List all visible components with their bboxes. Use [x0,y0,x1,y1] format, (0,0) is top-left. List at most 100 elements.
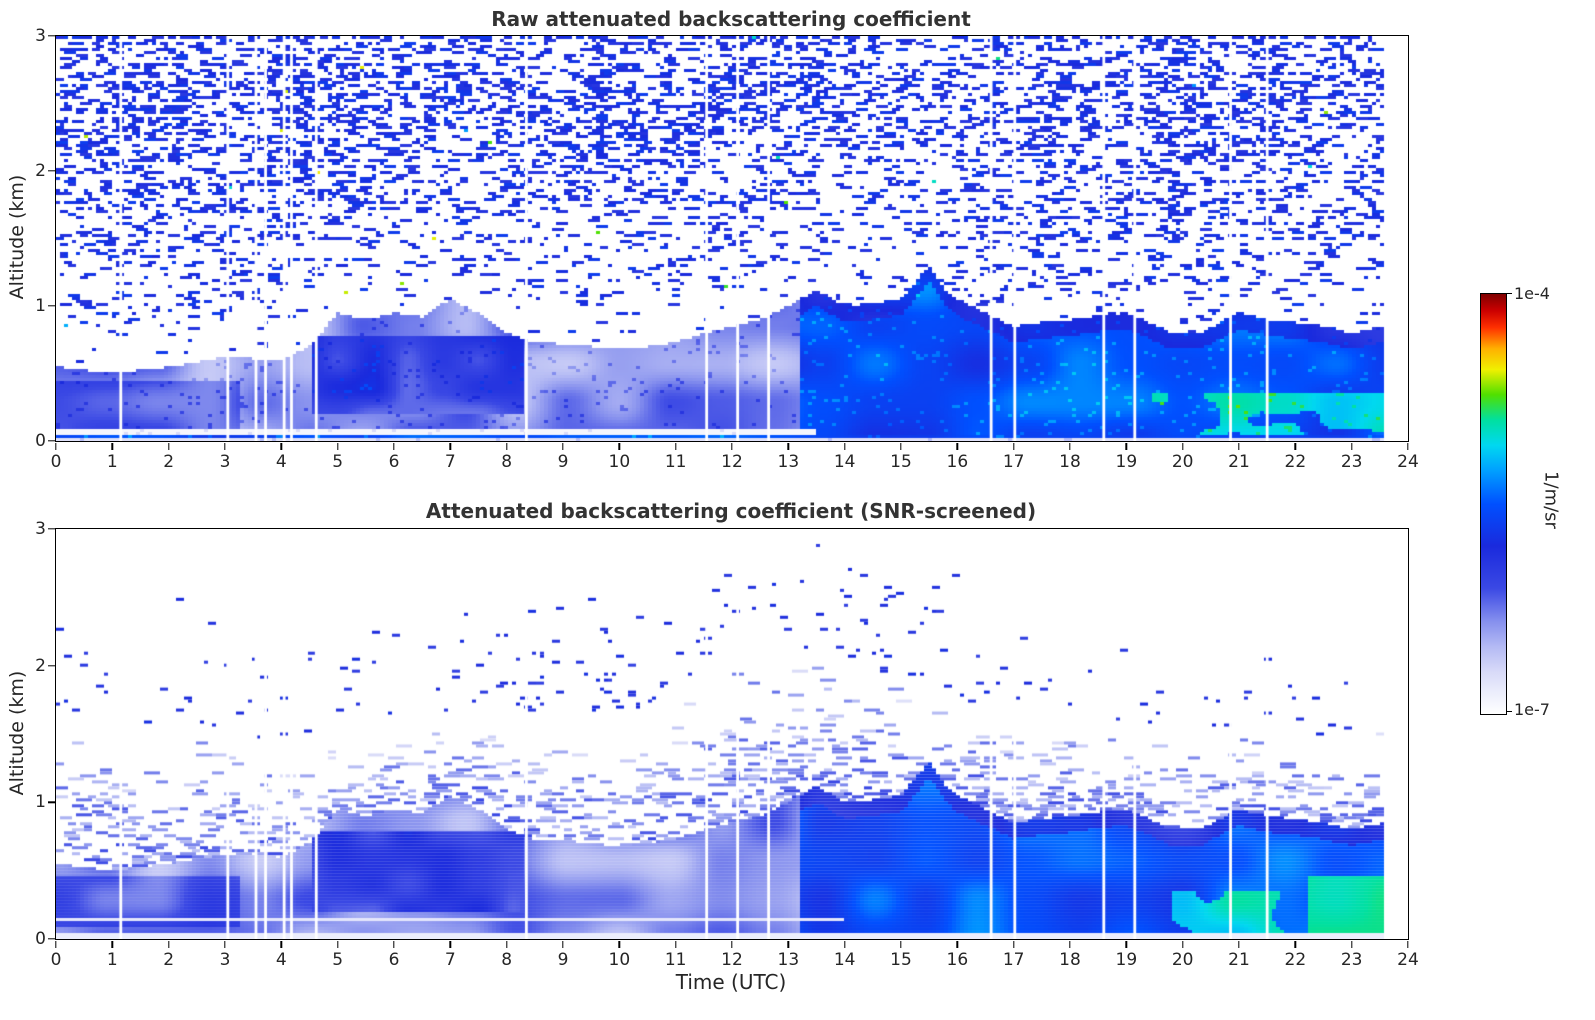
y-tick-mark [47,938,55,940]
x-tick-label: 23 [1340,950,1363,970]
x-tick-label: 2 [163,452,175,472]
x-tick-mark [787,442,790,450]
x-tick-label: 4 [275,452,287,472]
x-tick-mark [393,940,395,948]
x-tick-label: 6 [388,950,400,970]
x-tick-label: 3 [219,950,231,970]
screened-heatmap-canvas [56,529,1408,939]
x-tick-mark [224,940,226,948]
x-axis-title: Time (UTC) [675,970,787,994]
x-tick-label: 10 [608,452,631,472]
x-tick-mark [336,940,339,948]
panel-raw-title: Raw attenuated backscattering coefficien… [491,7,971,31]
x-tick-label: 18 [1059,452,1081,472]
x-tick-label: 19 [1115,950,1138,970]
x-tick-label: 18 [1059,950,1081,970]
y-tick-label: 1 [35,792,46,813]
x-tick-label: 16 [946,452,969,472]
x-tick-mark [55,442,57,450]
x-tick-label: 14 [833,452,856,472]
x-tick-mark [618,940,621,948]
x-tick-mark [224,442,226,450]
x-tick-label: 11 [664,452,687,472]
x-tick-label: 24 [1397,452,1419,472]
x-tick-mark [167,940,170,948]
colorbar-unit-label: 1/m/sr [1540,471,1562,529]
x-tick-mark [1125,940,1128,948]
x-tick-label: 12 [721,950,743,970]
x-tick-label: 2 [163,950,175,970]
x-tick-mark [1125,442,1128,450]
x-tick-label: 3 [219,452,231,472]
x-tick-label: 21 [1228,452,1250,472]
x-tick-mark [1407,442,1409,450]
x-tick-label: 17 [1002,452,1025,472]
x-tick-mark [562,940,564,948]
x-tick-label: 24 [1397,950,1419,970]
y-tick-mark [47,801,55,804]
x-tick-mark [843,442,846,450]
y-tick-mark [47,305,55,307]
x-tick-mark [1069,940,1071,948]
panel-screened-plot-area: 0 1 2 3 4 5 6 7 8 9 10 11 12 13 14 15 16 17 18 19 20 21 22 23 24… [35,519,1419,970]
colorbar-max-label: 1e-4 [1514,284,1550,303]
x-tick-label: 15 [890,452,912,472]
x-tick-label: 1 [106,452,118,472]
panel-raw-plot-area: 0 1 2 3 4 5 6 7 8 9 10 11 12 13 14 15 16 17 18 19 20 21 22 23 24… [35,26,1419,472]
panel-screened-y-axis-title: Altitude (km) [6,670,28,796]
x-tick-mark [1294,442,1297,450]
x-tick-mark [674,940,677,948]
x-tick-label: 13 [777,452,800,472]
x-tick-mark [731,940,733,948]
colorbar-min-label: 1e-7 [1514,700,1550,719]
x-tick-mark [1350,940,1353,948]
y-tick-label: 3 [35,519,46,539]
x-tick-label: 22 [1284,950,1307,970]
x-tick-label: 1 [106,950,118,970]
x-tick-label: 10 [608,950,631,970]
panel-raw-y-axis-title: Altitude (km) [6,174,28,300]
x-tick-label: 17 [1002,950,1025,970]
x-tick-mark [1407,940,1409,948]
x-tick-label: 4 [275,950,287,970]
x-tick-mark [1012,940,1015,948]
colorbar-gradient [1480,293,1507,715]
x-tick-mark [956,940,959,948]
x-tick-label: 15 [890,950,912,970]
x-tick-label: 23 [1340,452,1363,472]
x-tick-mark [505,940,508,948]
x-tick-mark [167,442,170,450]
y-tick-label: 3 [35,26,46,46]
x-tick-mark [1238,442,1240,450]
x-tick-mark [618,442,621,450]
x-tick-label: 19 [1115,452,1138,472]
y-tick-mark [47,664,55,667]
x-tick-label: 8 [501,452,513,472]
x-tick-mark [280,940,283,948]
x-tick-label: 9 [557,950,569,970]
x-tick-label: 22 [1284,452,1307,472]
y-tick-mark [47,440,55,442]
x-tick-mark [562,442,564,450]
panel-screened-title: Attenuated backscattering coefficient (S… [425,499,1037,523]
x-tick-label: 21 [1228,950,1250,970]
x-tick-label: 20 [1171,452,1194,472]
x-tick-mark [1181,442,1184,450]
x-tick-mark [1181,940,1184,948]
colorbar-top-tick [1506,293,1512,295]
y-tick-label: 0 [35,929,46,949]
y-tick-mark [47,528,55,530]
x-tick-label: 6 [388,452,400,472]
y-tick-mark [47,170,55,172]
x-tick-mark [900,940,902,948]
x-tick-mark [1012,442,1015,450]
x-tick-mark [900,442,902,450]
x-tick-label: 20 [1171,950,1194,970]
y-tick-mark [47,35,55,37]
x-tick-mark [55,940,57,948]
x-tick-mark [1350,442,1353,450]
x-tick-mark [787,940,790,948]
x-tick-label: 5 [332,950,344,970]
x-tick-mark [111,940,114,948]
x-tick-label: 13 [777,950,800,970]
